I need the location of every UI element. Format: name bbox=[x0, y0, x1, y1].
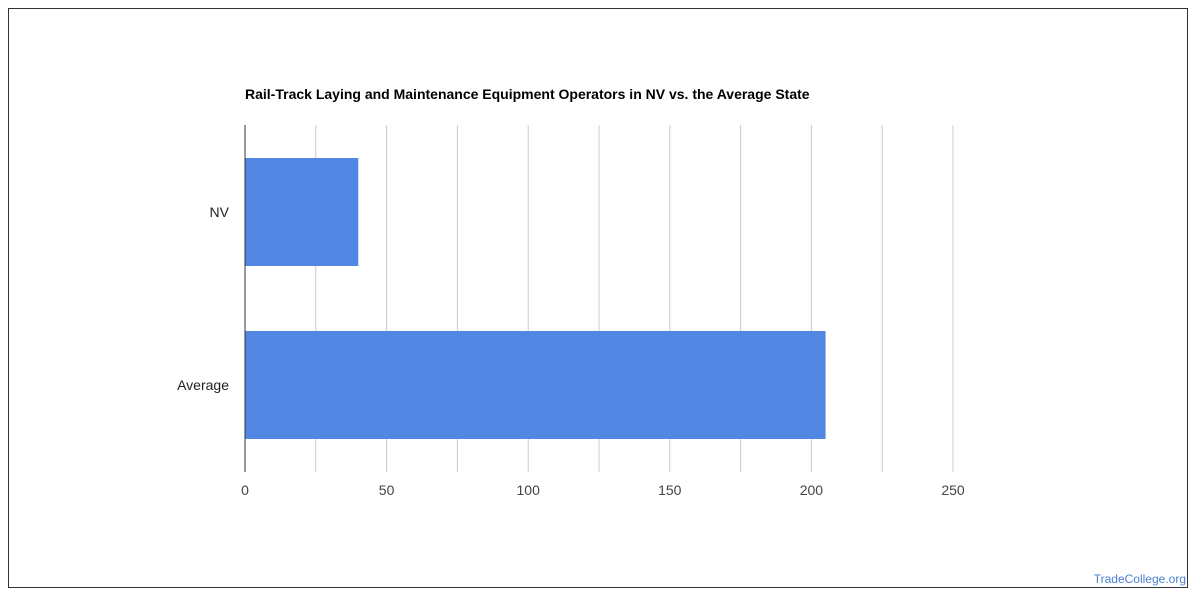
category-label: NV bbox=[210, 204, 230, 220]
category-label: Average bbox=[177, 377, 229, 393]
bar-average bbox=[245, 331, 826, 439]
chart-title: Rail-Track Laying and Maintenance Equipm… bbox=[245, 86, 810, 102]
bars bbox=[245, 158, 826, 439]
x-tick-label: 100 bbox=[517, 482, 541, 498]
x-tick-label: 200 bbox=[800, 482, 824, 498]
bar-nv bbox=[245, 158, 359, 266]
x-tick-labels: 0 50 100 150 200 250 bbox=[241, 482, 965, 498]
chart-frame bbox=[8, 8, 1188, 588]
x-tick-label: 50 bbox=[379, 482, 395, 498]
x-tick-label: 250 bbox=[941, 482, 965, 498]
watermark[interactable]: TradeCollege.org bbox=[1093, 572, 1186, 586]
category-labels: NV Average bbox=[177, 204, 230, 393]
x-tick-label: 150 bbox=[658, 482, 682, 498]
x-tick-label: 0 bbox=[241, 482, 249, 498]
